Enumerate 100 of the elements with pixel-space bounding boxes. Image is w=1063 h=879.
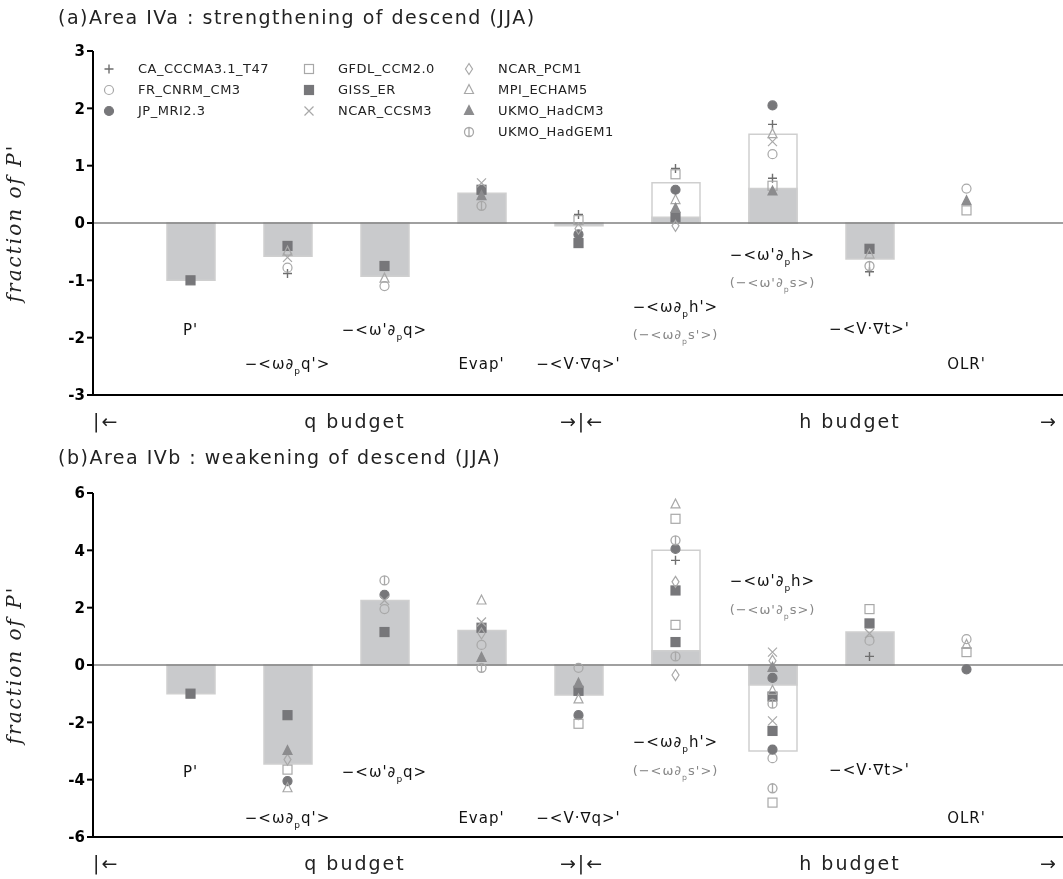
point	[961, 647, 972, 658]
bar	[166, 664, 216, 695]
point	[379, 595, 390, 606]
point	[767, 797, 778, 808]
point	[767, 100, 778, 111]
point	[767, 715, 778, 726]
point	[670, 543, 681, 554]
point	[767, 698, 778, 709]
x-tick-label: Evap'	[458, 355, 505, 373]
legend-label: MPI_ECHAM5	[498, 82, 588, 97]
point	[573, 710, 584, 721]
x-tick-label: −<ω'∂$_{p}$h>	[729, 246, 816, 267]
point	[670, 619, 681, 630]
x-tick-label: −<ω'∂$_{p}$q>	[341, 763, 428, 784]
text: →|←	[559, 852, 605, 875]
x-tick-label: −<ω'∂$_{p}$q>	[341, 321, 428, 342]
legend-label: UKMO_HadCM3	[498, 103, 605, 118]
x-tick-label: P'	[182, 763, 199, 781]
point	[864, 635, 875, 646]
legend-label: FR_CNRM_CM3	[138, 82, 241, 97]
y-tick-label: 3	[74, 42, 85, 61]
point	[282, 710, 293, 721]
bar	[166, 222, 216, 282]
point	[476, 651, 487, 662]
y-tick-label: 4	[74, 541, 85, 560]
point	[476, 639, 487, 651]
point	[961, 195, 972, 206]
point	[379, 280, 390, 292]
point	[670, 202, 681, 213]
point	[282, 252, 293, 263]
point	[476, 616, 487, 628]
point	[185, 688, 196, 699]
legend-label: CA_CCCMA3.1_T47	[138, 61, 269, 76]
y-tick-label: -4	[68, 770, 85, 789]
annotation: (−<ω∂$_{p}$s'>)	[632, 763, 719, 782]
bar	[360, 599, 410, 666]
point	[379, 604, 390, 615]
y-axis-title: fraction of P'	[2, 143, 27, 305]
point	[282, 782, 293, 793]
point	[379, 575, 390, 586]
point	[961, 638, 972, 650]
point	[670, 651, 681, 662]
point	[767, 661, 778, 672]
point	[767, 128, 778, 139]
x-tick-label: −<ω∂$_{p}$q'>	[244, 809, 331, 830]
y-tick-label: -2	[68, 713, 85, 732]
legend-label: NCAR_PCM1	[498, 61, 583, 76]
text: →	[1040, 852, 1058, 874]
annotation: (−<ω∂$_{p}$s'>)	[632, 327, 719, 346]
point	[670, 169, 681, 180]
x-tick-label: −<ω∂$_{p}$h'>	[632, 298, 719, 319]
point	[864, 628, 875, 639]
bar	[263, 664, 313, 765]
legend-label: JP_MRI2.3	[138, 103, 206, 118]
point	[961, 634, 972, 645]
text: h budget	[799, 410, 901, 432]
point	[670, 513, 681, 524]
point	[379, 272, 390, 283]
y-tick-label: -2	[68, 328, 85, 347]
legend-label: NCAR_CCSM3	[338, 103, 433, 118]
y-tick-label: 2	[74, 598, 85, 617]
point	[767, 672, 778, 683]
point	[767, 149, 778, 160]
x-tick-label: −<V·∇t>'	[829, 320, 910, 338]
point	[670, 212, 681, 223]
point	[476, 200, 487, 211]
point	[573, 718, 584, 729]
point	[476, 594, 487, 605]
y-tick-label: -1	[68, 271, 85, 290]
bar	[845, 222, 895, 260]
chart-title: (a)Area IVa : strengthening of descend (JJA)	[58, 6, 536, 28]
point	[864, 604, 875, 615]
point	[573, 677, 584, 688]
point	[767, 725, 778, 737]
legend-label: GFDL_CCM2.0	[338, 61, 435, 76]
x-tick-label: −<V·∇q>'	[536, 355, 621, 373]
point	[864, 248, 875, 259]
point	[573, 693, 584, 704]
point	[767, 744, 778, 755]
x-tick-label: P'	[182, 321, 199, 339]
point	[767, 783, 778, 794]
point	[573, 662, 584, 673]
chart-title: (b)Area IVb : weakening of descend (JJA)	[58, 446, 502, 468]
text: |←	[93, 852, 120, 875]
point	[282, 245, 293, 256]
annotation: (−<ω'∂$_{p}$s>)	[729, 275, 816, 294]
y-tick-label: 0	[74, 656, 85, 675]
point	[670, 498, 681, 509]
point	[767, 684, 778, 695]
legend-label: UKMO_HadGEM1	[498, 124, 614, 139]
point	[961, 205, 972, 216]
point	[670, 585, 681, 596]
x-tick-label: −<ω∂$_{p}$q'>	[244, 355, 331, 376]
y-tick-label: 2	[74, 99, 85, 118]
point	[864, 618, 875, 629]
x-tick-label: −<ω'∂$_{p}$h>	[729, 572, 816, 593]
point	[767, 136, 778, 147]
point	[573, 237, 584, 249]
text: q budget	[304, 410, 406, 432]
y-tick-label: -6	[68, 828, 85, 847]
